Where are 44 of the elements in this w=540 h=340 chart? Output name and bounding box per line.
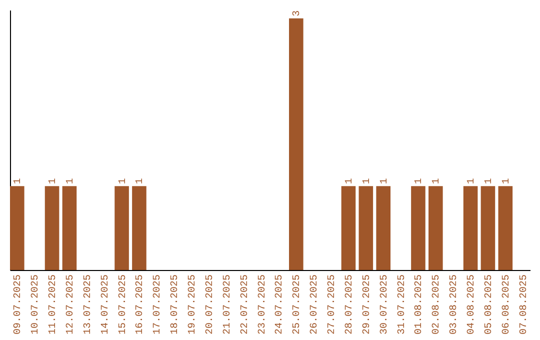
- x-tick-label: 06.08.2025: [501, 274, 512, 335]
- data-label: 1: [379, 178, 390, 184]
- x-tick-label: 25.07.2025: [292, 274, 304, 335]
- x-tick-label: 11.07.2025: [48, 274, 60, 335]
- x-tick-label: 28.07.2025: [344, 274, 356, 335]
- data-label: 1: [13, 178, 24, 184]
- x-tick-label: 24.07.2025: [274, 274, 286, 335]
- x-tick-label: 18.07.2025: [170, 274, 182, 335]
- x-tick-label: 07.08.2025: [518, 274, 530, 335]
- x-tick-label: 09.07.2025: [13, 274, 24, 335]
- x-tick-label: 20.07.2025: [204, 274, 216, 335]
- x-tick-label: 16.07.2025: [135, 274, 146, 335]
- x-tick-label: 12.07.2025: [65, 274, 76, 335]
- x-tick-label: 14.07.2025: [100, 274, 112, 335]
- data-label: 1: [362, 178, 373, 184]
- x-tick-label: 19.07.2025: [188, 274, 199, 335]
- x-tick-label: 04.08.2025: [466, 274, 478, 335]
- x-tick-label: 01.08.2025: [414, 274, 426, 335]
- x-tick-label: 31.07.2025: [396, 274, 408, 335]
- x-tick-label: 30.07.2025: [379, 274, 390, 335]
- data-label: 1: [484, 178, 495, 184]
- data-label: 1: [344, 178, 356, 184]
- data-label: 1: [118, 178, 129, 184]
- x-tick-label: 05.08.2025: [484, 274, 495, 335]
- x-tick-label: 13.07.2025: [82, 274, 94, 335]
- data-label: 1: [432, 178, 443, 184]
- x-tick-label: 10.07.2025: [30, 274, 42, 335]
- x-tick-label: 02.08.2025: [432, 274, 443, 335]
- data-label: 1: [48, 178, 60, 184]
- x-tick-label: 21.07.2025: [222, 274, 234, 335]
- data-label: 1: [65, 178, 76, 184]
- x-tick-label: 17.07.2025: [152, 274, 164, 335]
- data-label: 1: [466, 178, 478, 184]
- x-tick-label: 22.07.2025: [240, 274, 251, 335]
- x-tick-label: 03.08.2025: [449, 274, 460, 335]
- data-label: 3: [292, 10, 304, 16]
- x-tick-label: 29.07.2025: [362, 274, 373, 335]
- data-label: 1: [501, 178, 512, 184]
- data-label: 1: [414, 178, 426, 184]
- x-tick-label: 23.07.2025: [257, 274, 268, 335]
- x-tick-label: 15.07.2025: [118, 274, 129, 335]
- x-tick-label: 26.07.2025: [310, 274, 321, 335]
- x-tick-label: 27.07.2025: [327, 274, 338, 335]
- data-label: 1: [135, 178, 146, 184]
